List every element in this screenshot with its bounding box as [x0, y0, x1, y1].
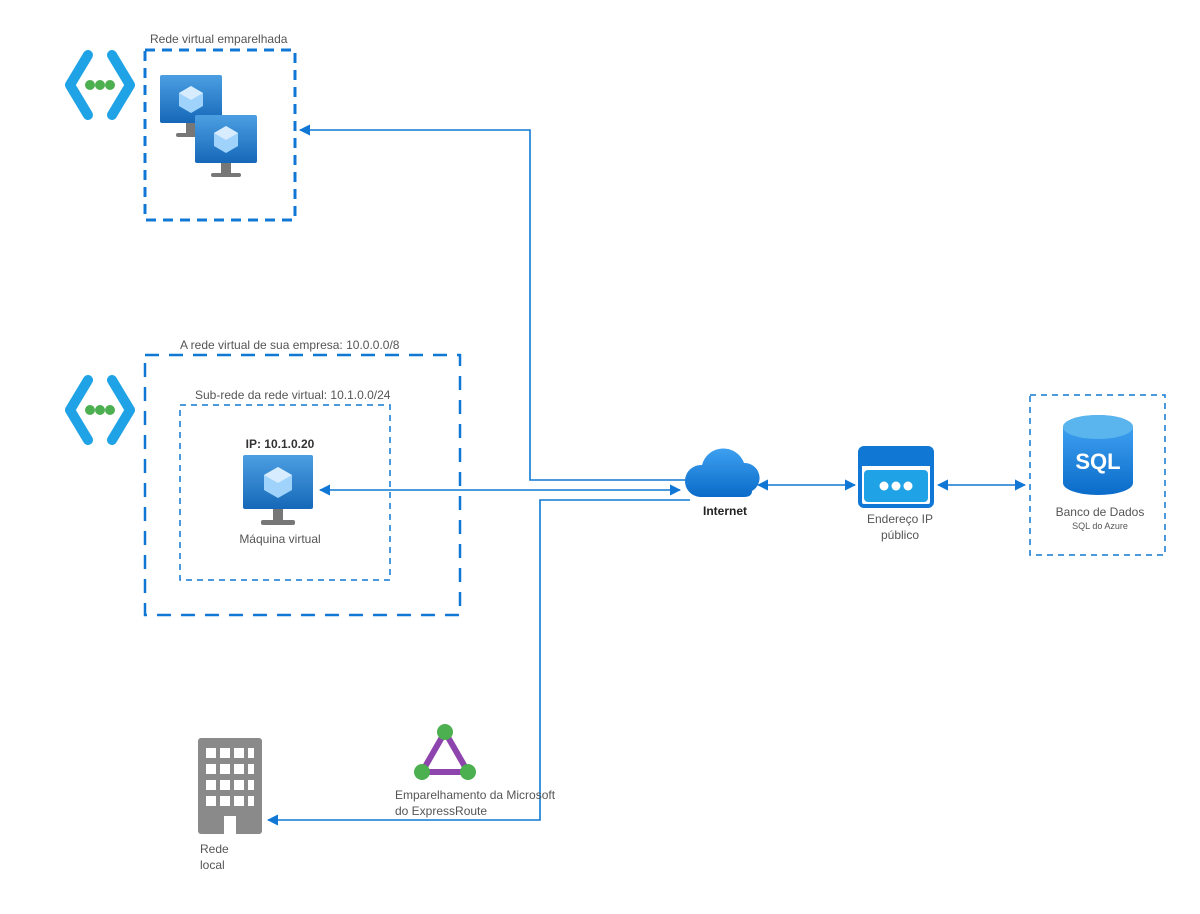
cloud-label: Internet — [690, 504, 760, 520]
public-ip-icon — [860, 448, 932, 506]
sql-label-2: SQL do Azure — [1040, 521, 1160, 533]
vm-name-label: Máquina virtual — [220, 532, 340, 548]
edge-cloud-to-peered — [300, 130, 685, 480]
diagram-canvas: SQL — [0, 0, 1200, 914]
edge-cloud-onprem — [268, 500, 690, 820]
vm-ip-label: IP: 10.1.0.20 — [235, 437, 325, 453]
company-vnet-label: A rede virtual de sua empresa: 10.0.0.0/… — [180, 338, 399, 354]
sql-label-1: Banco de Dados — [1040, 505, 1160, 521]
sql-db-icon: SQL — [1063, 415, 1133, 495]
expressroute-peering-icon — [414, 724, 476, 780]
vm-icon — [243, 455, 313, 525]
vnet-icon — [70, 380, 130, 440]
peering-label: Emparelhamento da Microsoft do ExpressRo… — [395, 788, 555, 819]
cloud-icon — [685, 448, 760, 497]
subnet-label: Sub-rede da rede virtual: 10.1.0.0/24 — [195, 388, 390, 404]
building-icon — [198, 738, 262, 834]
vnet-icon — [70, 55, 130, 115]
public-ip-label-1: Endereço IP — [855, 512, 945, 528]
svg-text:SQL: SQL — [1075, 449, 1120, 474]
peered-vnet-label: Rede virtual emparelhada — [150, 32, 287, 48]
building-label: Rede local — [200, 842, 229, 873]
vm-stack-icon — [160, 75, 257, 177]
public-ip-label-2: público — [855, 528, 945, 544]
